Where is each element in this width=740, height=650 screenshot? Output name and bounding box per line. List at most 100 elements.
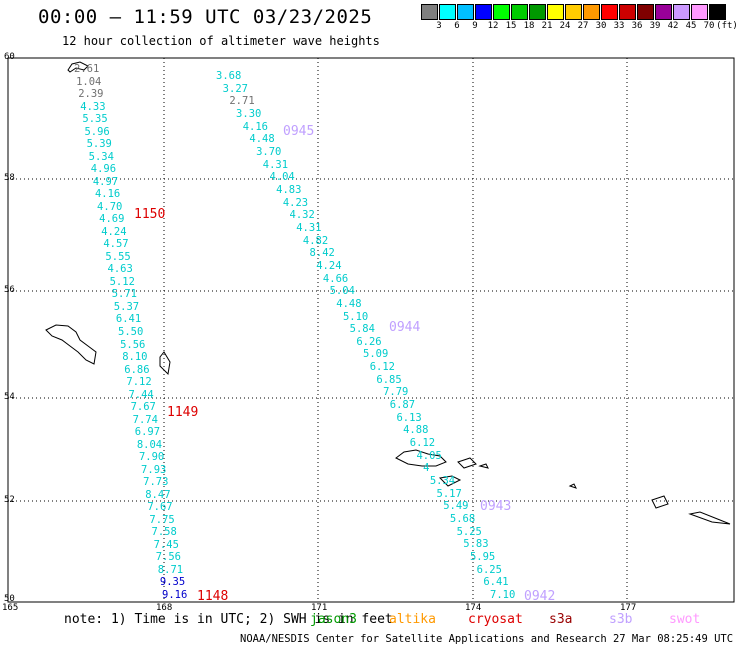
swh-value: 5.25 bbox=[456, 525, 482, 538]
swh-value: 7.45 bbox=[153, 538, 179, 551]
map-subtitle: 12 hour collection of altimeter wave hei… bbox=[62, 34, 380, 48]
swh-value: 4.05 bbox=[416, 449, 442, 462]
swh-value: 4.82 bbox=[302, 234, 329, 247]
pass-label-0942: 0942 bbox=[524, 589, 556, 604]
swh-value: 7.67 bbox=[130, 401, 156, 414]
swh-value: 6.12 bbox=[409, 437, 436, 450]
swh-value: 4.63 bbox=[107, 263, 133, 276]
swh-value: 5.34 bbox=[88, 150, 114, 163]
swh-value: 7.56 bbox=[155, 551, 181, 564]
swh-value: 4.31 bbox=[262, 158, 289, 171]
lat-label-58: 58 bbox=[4, 173, 15, 183]
legend-swatch bbox=[637, 4, 654, 20]
swh-value: 4.96 bbox=[90, 163, 117, 176]
lon-label-165: 165 bbox=[2, 603, 19, 613]
pass-label-1148: 1148 bbox=[197, 589, 229, 604]
legend-label: 12 bbox=[487, 21, 499, 31]
pass-label-0944: 0944 bbox=[389, 320, 421, 335]
map-frame bbox=[7, 57, 735, 603]
swh-value: 6.41 bbox=[483, 576, 509, 589]
legend-label: 33 bbox=[613, 21, 625, 31]
legend-label: 6 bbox=[454, 21, 460, 31]
swh-value: 7.74 bbox=[132, 413, 158, 426]
swh-value: 5.35 bbox=[82, 113, 108, 126]
swh-value: 3.27 bbox=[222, 82, 248, 95]
swh-value: 3.30 bbox=[236, 107, 262, 120]
legend-swatch bbox=[529, 4, 546, 20]
swh-value: 4.88 bbox=[403, 424, 429, 437]
swh-value: 4.16 bbox=[242, 120, 269, 133]
swh-value: 5.49 bbox=[443, 500, 469, 513]
legend-label: (ft) bbox=[716, 21, 738, 31]
swh-value: 4.32 bbox=[289, 209, 315, 222]
footer-credit: NOAA/NESDIS Center for Satellite Applica… bbox=[240, 633, 740, 645]
lat-label-50: 50 bbox=[4, 594, 15, 604]
lon-label-168: 168 bbox=[156, 603, 173, 613]
lon-label-177: 177 bbox=[620, 603, 637, 613]
swh-value: 8.04 bbox=[136, 438, 163, 451]
pass-label-0943: 0943 bbox=[480, 499, 512, 514]
legend-label: 45 bbox=[685, 21, 697, 31]
legend-swatch bbox=[709, 4, 726, 20]
swh-value: 9.16 bbox=[162, 589, 188, 601]
swh-value: 2.61 bbox=[74, 63, 100, 75]
swh-value: 4.66 bbox=[322, 272, 349, 285]
legend-swatch bbox=[583, 4, 600, 20]
swh-value: 5.84 bbox=[349, 323, 375, 336]
legend-swatch bbox=[619, 4, 636, 20]
sat-label-swot: swot bbox=[669, 612, 701, 627]
legend-swatch bbox=[511, 4, 528, 20]
swh-value: 5.95 bbox=[469, 551, 496, 564]
swh-value: 4 bbox=[423, 462, 430, 475]
swh-value: 7.93 bbox=[141, 463, 167, 476]
legend-swatch bbox=[439, 4, 456, 20]
swh-value: 5.09 bbox=[363, 348, 389, 361]
swh-value: 6.86 bbox=[124, 363, 150, 376]
swh-value: 6.26 bbox=[356, 335, 382, 348]
pass-label-0945: 0945 bbox=[283, 124, 315, 139]
coast-islet-5 bbox=[688, 511, 731, 525]
swh-value: 6.12 bbox=[369, 361, 395, 374]
swh-value: 2.39 bbox=[78, 88, 104, 101]
swh-value: 4.70 bbox=[97, 200, 123, 213]
swh-value: 8.71 bbox=[157, 563, 184, 576]
coast-islet-1 bbox=[438, 475, 462, 487]
swh-value: 6.85 bbox=[376, 373, 402, 386]
sat-label-jason3: jason3 bbox=[310, 612, 357, 627]
swh-value: 6.97 bbox=[134, 426, 161, 439]
swh-value: 8.42 bbox=[309, 247, 335, 260]
swh-value: 5.55 bbox=[105, 250, 131, 263]
graticule bbox=[8, 58, 734, 602]
swh-value: 5.10 bbox=[342, 310, 369, 323]
swh-value: 7.44 bbox=[128, 388, 154, 401]
swh-value: 5.17 bbox=[436, 487, 462, 500]
legend-label: 39 bbox=[649, 21, 661, 31]
legend-label: 21 bbox=[541, 21, 553, 31]
swh-value: 6.41 bbox=[115, 313, 142, 326]
swh-value: 7.12 bbox=[126, 376, 152, 389]
coastlines bbox=[45, 61, 731, 525]
swh-value: 4.48 bbox=[249, 133, 275, 146]
swh-value: 6.13 bbox=[396, 411, 422, 424]
swh-value: 4.23 bbox=[282, 196, 309, 209]
legend-label: 42 bbox=[667, 21, 679, 31]
coast-islet-3 bbox=[478, 463, 489, 469]
swh-value: 2.71 bbox=[229, 95, 255, 108]
legend-swatch bbox=[421, 4, 438, 20]
swh-value: 6.87 bbox=[389, 399, 416, 412]
swh-value: 4.24 bbox=[316, 259, 342, 272]
swh-value: 1.04 bbox=[76, 75, 102, 88]
lon-label-174: 174 bbox=[465, 603, 482, 613]
legend-label: 3 bbox=[436, 21, 442, 31]
swh-value: 4.57 bbox=[103, 238, 129, 251]
swh-value: 4.16 bbox=[94, 188, 121, 201]
legend-label: 36 bbox=[631, 21, 643, 31]
swh-value: 3.70 bbox=[256, 145, 282, 158]
swh-value: 5.39 bbox=[86, 138, 112, 151]
legend-swatch bbox=[565, 4, 582, 20]
swh-value: 5.37 bbox=[113, 300, 140, 313]
swh-value: 4.83 bbox=[276, 183, 302, 196]
coast-island-north bbox=[67, 61, 89, 73]
swh-value: 5.56 bbox=[120, 338, 146, 351]
lat-label-52: 52 bbox=[4, 495, 15, 505]
